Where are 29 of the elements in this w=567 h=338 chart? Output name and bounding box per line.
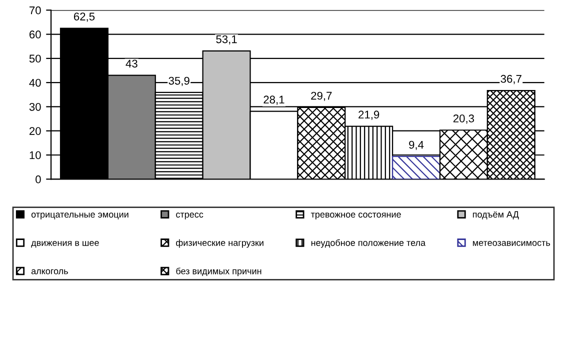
legend-label: стресс xyxy=(176,212,204,220)
legend-label: отрицательные эмоции xyxy=(31,212,128,220)
y-tick-label: 70 xyxy=(30,6,41,14)
bar xyxy=(392,156,441,180)
y-tick-label: 0 xyxy=(36,175,41,184)
data-label: 62,5 xyxy=(74,12,95,22)
y-tick-label: 20 xyxy=(30,127,41,135)
legend-label: физические нагрузки xyxy=(176,239,264,248)
data-label: 43 xyxy=(126,60,138,68)
data-label: 29,7 xyxy=(311,92,332,101)
data-label: 21,9 xyxy=(358,110,380,120)
legend-label: метеозависимость xyxy=(472,240,550,246)
data-label: 28,1 xyxy=(264,96,284,105)
y-tick-label: 10 xyxy=(30,151,41,160)
y-tick-label: 40 xyxy=(29,78,41,87)
data-label: 36,7 xyxy=(500,74,522,84)
legend-label: подъём АД xyxy=(472,211,519,220)
y-tick-label: 30 xyxy=(29,102,41,111)
legend-label: без видимых причин xyxy=(176,268,262,276)
y-tick-label: 60 xyxy=(30,30,41,38)
data-label: 20,3 xyxy=(453,114,474,124)
legend-label: тревожное состояние xyxy=(310,212,401,220)
legend-label: алкоголь xyxy=(31,269,68,274)
data-label: 9,4 xyxy=(409,140,424,150)
data-label: 35,9 xyxy=(168,76,190,86)
legend-label: движения в шее xyxy=(31,240,99,248)
legend-label: неудобное положение тела xyxy=(311,239,426,248)
data-label: 53,1 xyxy=(216,35,237,44)
y-tick-label: 50 xyxy=(29,54,41,63)
